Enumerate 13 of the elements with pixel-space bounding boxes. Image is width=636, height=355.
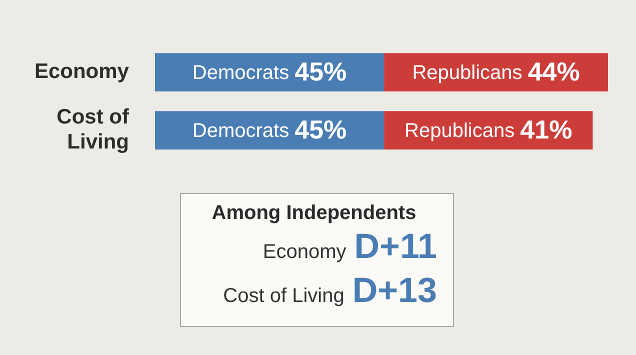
data-label: 45%: [294, 114, 347, 145]
data-label: 44%: [528, 56, 580, 86]
data-label: 45%: [294, 56, 347, 86]
text: D+13: [352, 271, 437, 311]
text: Among Independents: [210, 202, 418, 225]
text: Economy: [262, 241, 346, 264]
data-label: 41%: [520, 114, 572, 145]
text: Republicans: [404, 120, 515, 142]
series-label: Republicans: [412, 62, 528, 84]
text: D+11: [354, 227, 437, 267]
text: Democrats: [192, 120, 290, 142]
text: Cost of Living: [223, 285, 344, 308]
series-label: Democrats: [192, 62, 295, 84]
